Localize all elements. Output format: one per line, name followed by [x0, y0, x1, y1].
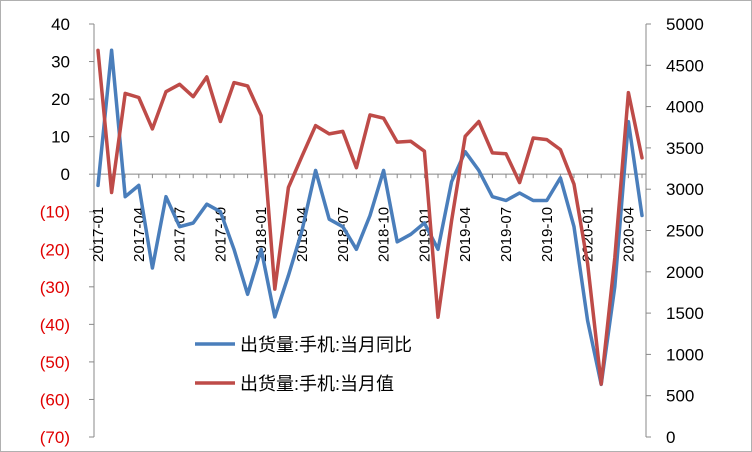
right-tick-label: 4500 — [666, 56, 704, 75]
right-tick-label: 5000 — [666, 15, 704, 34]
left-tick-label: 0 — [61, 165, 70, 184]
right-tick-label: 1000 — [666, 345, 704, 364]
left-tick-label: 40 — [51, 15, 70, 34]
right-tick-label: 4000 — [666, 98, 704, 117]
x-tick-label: 2018-01 — [253, 207, 270, 262]
x-tick-label: 2019-10 — [539, 207, 556, 262]
left-tick-label: 20 — [51, 90, 70, 109]
x-tick-label: 2017-01 — [90, 207, 107, 262]
left-tick-label: (20) — [40, 240, 70, 259]
axis-ticks: 40 30 20 10 0 (10) (20) (30) (40) (50) (60) (70) 500… — [40, 15, 704, 447]
left-tick-label: 10 — [51, 128, 70, 147]
x-tick-label: 2020-04 — [620, 207, 637, 262]
series-line-2 — [96, 48, 644, 386]
legend-label-1: 出货量:手机:当月同比 — [240, 335, 412, 355]
left-tick-label: (30) — [40, 278, 70, 297]
x-tick-label: 2019-07 — [498, 207, 515, 262]
right-tick-label: 500 — [666, 387, 694, 406]
x-tick-label: 2018-10 — [376, 207, 393, 262]
left-tick-label: (60) — [40, 390, 70, 409]
left-tick-label: 30 — [51, 53, 70, 72]
left-tick-label: (40) — [40, 315, 70, 334]
x-tick-label: 2019-04 — [457, 207, 474, 262]
legend-label-2: 出货量:手机:当月值 — [240, 374, 394, 394]
right-tick-label: 0 — [666, 428, 675, 447]
series-lines — [96, 48, 644, 387]
left-tick-label: (10) — [40, 203, 70, 222]
left-tick-label: (50) — [40, 353, 70, 372]
left-tick-label: (70) — [40, 428, 70, 447]
x-tick-label: 2018-07 — [335, 207, 352, 262]
right-tick-label: 1500 — [666, 304, 704, 323]
right-tick-label: 3500 — [666, 139, 704, 158]
series-line-1 — [96, 48, 644, 387]
right-tick-label: 3000 — [666, 180, 704, 199]
right-tick-label: 2000 — [666, 263, 704, 282]
right-tick-label: 2500 — [666, 222, 704, 241]
